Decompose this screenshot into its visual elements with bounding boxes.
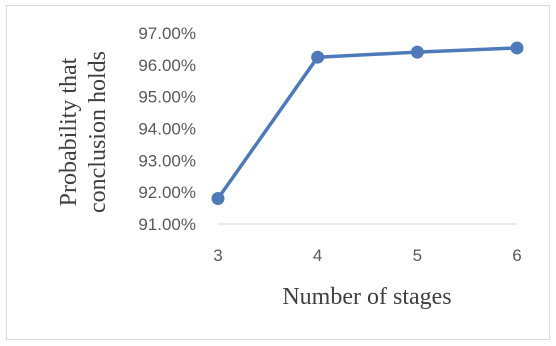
data-point — [211, 192, 225, 206]
y-tick-label: 94.00% — [138, 120, 196, 139]
x-tick-label: 5 — [413, 246, 422, 265]
x-tick-label: 4 — [313, 246, 322, 265]
y-tick-label: 92.00% — [138, 183, 196, 202]
y-axis-title-line2: conclusion holds — [85, 51, 111, 213]
y-axis-title-line1: Probability that — [56, 57, 82, 206]
data-point — [510, 41, 524, 55]
x-axis-title: Number of stages — [282, 284, 451, 310]
data-point — [311, 50, 325, 64]
y-tick-label: 93.00% — [138, 151, 196, 170]
x-tick-label: 3 — [213, 246, 222, 265]
y-tick-label: 96.00% — [138, 56, 196, 75]
y-tick-label: 91.00% — [138, 215, 196, 234]
series-line — [216, 46, 518, 200]
chart-frame — [6, 5, 550, 340]
x-tick-label: 6 — [512, 246, 521, 265]
y-tick-label: 95.00% — [138, 88, 196, 107]
y-tick-label: 97.00% — [138, 24, 196, 43]
data-point — [410, 45, 424, 59]
